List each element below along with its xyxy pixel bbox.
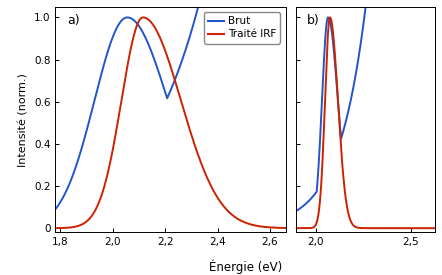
- Text: b): b): [307, 14, 320, 27]
- Legend: Brut, Traité IRF: Brut, Traité IRF: [204, 12, 280, 43]
- Y-axis label: Intensité (norm.): Intensité (norm.): [18, 73, 28, 167]
- Text: Énergie (eV): Énergie (eV): [209, 259, 282, 274]
- Text: a): a): [67, 14, 80, 27]
